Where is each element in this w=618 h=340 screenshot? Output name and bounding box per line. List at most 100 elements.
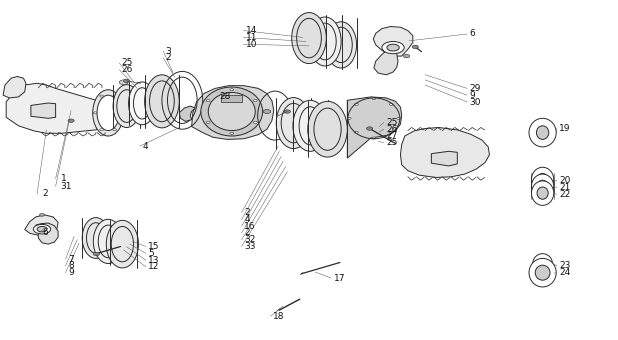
Polygon shape	[31, 103, 56, 118]
Text: 3: 3	[166, 47, 171, 55]
Circle shape	[93, 112, 97, 114]
Text: 6: 6	[470, 30, 475, 38]
Text: 14: 14	[246, 26, 257, 35]
Ellipse shape	[106, 220, 138, 268]
Ellipse shape	[537, 187, 548, 199]
Text: 21: 21	[559, 183, 570, 192]
Text: 2: 2	[166, 53, 171, 62]
Text: 2: 2	[42, 189, 48, 198]
Circle shape	[389, 131, 393, 133]
Circle shape	[112, 129, 116, 131]
Polygon shape	[179, 106, 195, 121]
Text: 33: 33	[244, 242, 256, 251]
Ellipse shape	[537, 173, 548, 186]
Ellipse shape	[308, 101, 347, 157]
Circle shape	[355, 131, 358, 133]
Ellipse shape	[82, 218, 109, 258]
Text: 2: 2	[244, 228, 250, 237]
Ellipse shape	[326, 22, 357, 68]
Polygon shape	[3, 76, 26, 98]
Text: 5: 5	[148, 249, 154, 258]
Text: 17: 17	[334, 274, 345, 283]
Circle shape	[40, 214, 44, 216]
Text: 7: 7	[68, 255, 74, 264]
Ellipse shape	[536, 126, 549, 139]
Ellipse shape	[531, 167, 554, 192]
Text: 4: 4	[142, 142, 148, 151]
Circle shape	[397, 117, 400, 119]
Text: 18: 18	[273, 312, 285, 321]
Ellipse shape	[113, 85, 140, 128]
Ellipse shape	[531, 181, 554, 205]
Bar	[221, 95, 242, 102]
Circle shape	[68, 119, 74, 122]
Text: 13: 13	[148, 256, 160, 265]
Ellipse shape	[292, 13, 326, 64]
Text: 25: 25	[386, 118, 397, 127]
Text: 26: 26	[122, 65, 133, 74]
Text: 24: 24	[559, 268, 570, 277]
Polygon shape	[373, 27, 413, 56]
Ellipse shape	[293, 100, 328, 151]
Text: 30: 30	[470, 98, 481, 106]
Circle shape	[372, 98, 376, 100]
Ellipse shape	[535, 265, 550, 280]
Text: 6: 6	[42, 228, 48, 237]
Ellipse shape	[529, 258, 556, 287]
Ellipse shape	[201, 87, 263, 136]
Circle shape	[372, 137, 376, 139]
Circle shape	[37, 226, 47, 232]
Text: 16: 16	[244, 222, 256, 231]
Ellipse shape	[538, 259, 548, 269]
Polygon shape	[192, 86, 274, 139]
Text: 8: 8	[68, 261, 74, 270]
Circle shape	[387, 44, 399, 51]
Circle shape	[124, 79, 130, 83]
Circle shape	[230, 89, 234, 91]
Circle shape	[389, 103, 393, 105]
Polygon shape	[400, 128, 489, 177]
Text: 22: 22	[559, 190, 570, 199]
Text: 27: 27	[386, 132, 397, 140]
Circle shape	[347, 117, 351, 119]
Circle shape	[99, 129, 103, 131]
Text: 25: 25	[386, 138, 397, 147]
Circle shape	[253, 100, 257, 102]
Circle shape	[263, 109, 271, 114]
Text: 23: 23	[559, 261, 570, 270]
Circle shape	[206, 100, 210, 102]
Text: 2: 2	[244, 208, 250, 217]
Circle shape	[112, 95, 116, 97]
Polygon shape	[36, 223, 58, 244]
Ellipse shape	[309, 17, 341, 66]
Ellipse shape	[145, 75, 179, 128]
Text: 29: 29	[470, 84, 481, 93]
Circle shape	[412, 45, 418, 49]
Circle shape	[93, 252, 99, 256]
Circle shape	[33, 224, 51, 234]
Ellipse shape	[276, 98, 311, 149]
Polygon shape	[25, 215, 58, 235]
Circle shape	[284, 110, 290, 113]
Ellipse shape	[129, 82, 156, 125]
Circle shape	[382, 41, 404, 54]
Polygon shape	[374, 48, 398, 75]
Ellipse shape	[533, 254, 552, 274]
Circle shape	[253, 121, 257, 123]
Circle shape	[355, 103, 358, 105]
Ellipse shape	[531, 174, 554, 199]
Text: 26: 26	[386, 125, 397, 134]
Text: 9: 9	[470, 91, 475, 100]
Polygon shape	[6, 83, 111, 133]
Circle shape	[206, 121, 210, 123]
Text: 28: 28	[219, 92, 231, 101]
Ellipse shape	[537, 180, 548, 192]
Circle shape	[404, 54, 410, 58]
Text: 11: 11	[246, 33, 258, 42]
Circle shape	[119, 112, 123, 114]
Polygon shape	[431, 151, 457, 166]
Text: 31: 31	[61, 182, 72, 191]
Circle shape	[230, 132, 234, 134]
Circle shape	[366, 127, 373, 130]
Text: 19: 19	[559, 124, 571, 133]
